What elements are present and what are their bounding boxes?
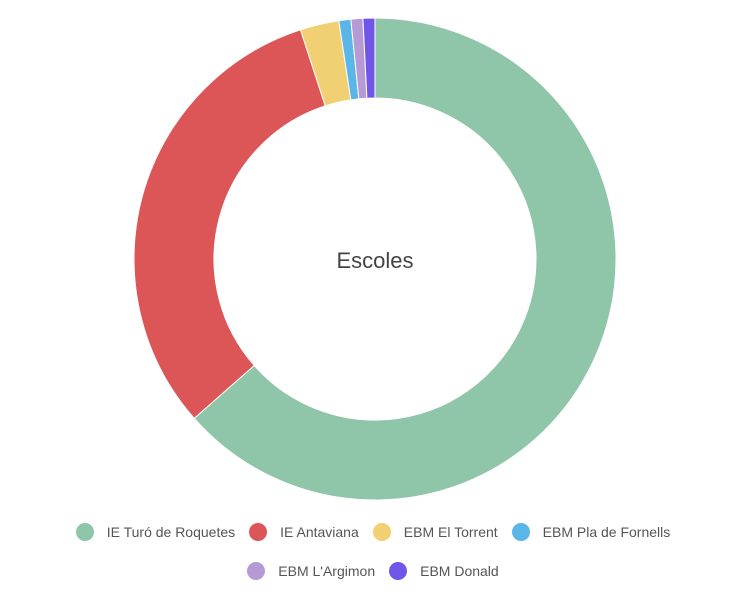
legend-swatch bbox=[389, 561, 408, 580]
legend-label: EBM Pla de Fornells bbox=[542, 523, 671, 540]
donut-slices bbox=[133, 17, 617, 501]
legend-item[interactable]: IE Antaviana bbox=[242, 522, 366, 541]
legend-swatch bbox=[75, 522, 94, 541]
chart-legend: IE Turó de Roquetes IE Antaviana EBM El To… bbox=[0, 522, 746, 580]
legend-item[interactable]: EBM El Torrent bbox=[366, 522, 505, 541]
legend-swatch bbox=[249, 522, 268, 541]
legend-label: EBM Donald bbox=[420, 562, 499, 579]
chart-title: Escoles bbox=[336, 248, 413, 273]
legend-item[interactable]: EBM Donald bbox=[382, 561, 506, 580]
legend-item[interactable]: IE Turó de Roquetes bbox=[69, 522, 242, 541]
legend-label: EBM L'Argimon bbox=[278, 562, 376, 579]
donut-slice-5[interactable] bbox=[362, 17, 376, 99]
legend-swatch bbox=[511, 522, 530, 541]
legend-swatch bbox=[372, 522, 391, 541]
legend-item[interactable]: EBM L'Argimon bbox=[240, 561, 382, 580]
legend-label: EBM El Torrent bbox=[403, 523, 498, 540]
donut-chart: Escoles bbox=[133, 17, 617, 501]
legend-label: IE Turó de Roquetes bbox=[106, 523, 236, 540]
donut-slice-1[interactable] bbox=[133, 29, 326, 420]
legend-swatch bbox=[247, 561, 266, 580]
legend-item[interactable]: EBM Pla de Fornells bbox=[505, 522, 678, 541]
donut-slice-0[interactable] bbox=[193, 17, 617, 501]
legend-label: IE Antaviana bbox=[280, 523, 359, 540]
